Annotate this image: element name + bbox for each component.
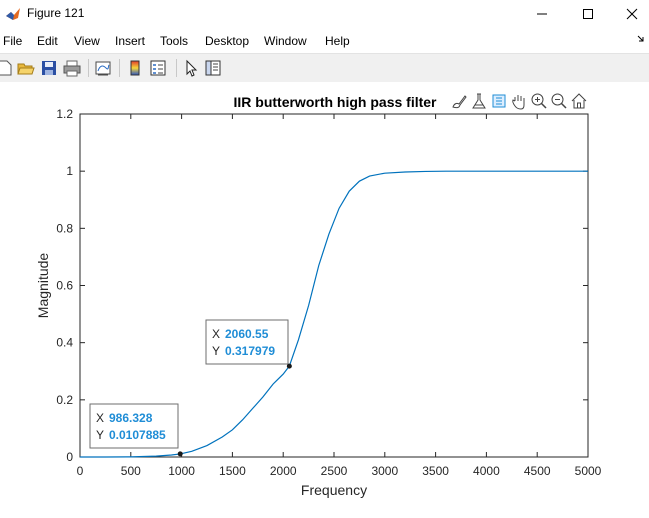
x-tick-label: 3500	[422, 464, 449, 478]
insert-colorbar-icon[interactable]	[126, 59, 144, 77]
matlab-logo-icon	[6, 8, 20, 20]
x-tick-label: 1500	[219, 464, 246, 478]
datatip-x-value: 986.328	[109, 411, 153, 425]
brush-icon[interactable]	[450, 92, 468, 110]
datatip-y-label: Y	[212, 344, 220, 358]
zoom-out-icon[interactable]	[550, 92, 568, 110]
x-tick-label: 2500	[321, 464, 348, 478]
menu-desktop[interactable]: Desktop	[205, 34, 250, 48]
datatip-y-value: 0.317979	[225, 344, 275, 358]
datatip-marker[interactable]	[177, 451, 183, 457]
menu-view[interactable]: View	[74, 34, 100, 48]
minimize-icon	[537, 13, 547, 15]
edit-plot-icon[interactable]	[182, 59, 200, 77]
property-inspector-icon[interactable]	[204, 59, 222, 77]
close-icon	[626, 8, 638, 20]
print-icon[interactable]	[63, 59, 81, 77]
x-tick-label: 0	[77, 464, 84, 478]
y-tick-label: 0.8	[56, 221, 73, 235]
x-tick-label: 5000	[575, 464, 602, 478]
datatip-marker[interactable]	[286, 363, 292, 369]
menu-help[interactable]: Help	[325, 34, 350, 48]
y-tick-label: 1	[66, 164, 73, 178]
axes-plot[interactable]: 0 500 1000 1500 2000 2500 3000 3500 4000 4500 5000…	[0, 82, 649, 518]
link-plot-icon[interactable]	[94, 59, 112, 77]
insert-legend-icon[interactable]	[149, 59, 167, 77]
new-figure-icon[interactable]	[0, 59, 14, 77]
export-icon[interactable]	[490, 92, 508, 110]
toolbar-separator	[176, 59, 177, 77]
datatip-x-label: X	[212, 327, 220, 341]
datatip-y-label: Y	[96, 428, 104, 442]
pan-icon[interactable]	[510, 92, 528, 110]
x-tick-label: 1000	[168, 464, 195, 478]
chart-title: IIR butterworth high pass filter	[233, 94, 437, 110]
minimize-button[interactable]	[519, 0, 565, 28]
x-tick-label: 500	[121, 464, 141, 478]
datatip-y-value: 0.0107885	[109, 428, 166, 442]
title-bar: Figure 121	[0, 0, 649, 28]
menu-tools[interactable]: Tools	[160, 34, 189, 48]
datatip-x-value: 2060.55	[225, 327, 269, 341]
data-tips-icon[interactable]	[470, 92, 488, 110]
zoom-in-icon[interactable]	[530, 92, 548, 110]
toolbar-separator	[88, 59, 89, 77]
y-tick-label: 0	[66, 450, 73, 464]
x-tick-label: 4000	[473, 464, 500, 478]
x-tick-label: 2000	[270, 464, 297, 478]
y-tick-label: 0.2	[56, 393, 73, 407]
menu-edit[interactable]: Edit	[37, 34, 58, 48]
menu-bar: File Edit View Insert Tools Desktop Wind…	[0, 31, 649, 51]
x-axis-label: Frequency	[301, 482, 367, 498]
datatip-x-label: X	[96, 411, 104, 425]
y-tick-label: 1.2	[56, 107, 73, 121]
save-icon[interactable]	[40, 59, 58, 77]
maximize-button[interactable]	[565, 0, 611, 28]
menu-window[interactable]: Window	[264, 34, 307, 48]
maximize-icon	[583, 9, 593, 19]
y-tick-label: 0.4	[56, 336, 73, 350]
x-tick-label: 3000	[371, 464, 398, 478]
window-title: Figure 121	[27, 6, 85, 20]
figure-toolbar	[0, 53, 649, 83]
menu-file[interactable]: File	[3, 34, 23, 48]
toolbar-separator	[119, 59, 120, 77]
y-tick-label: 0.6	[56, 279, 73, 293]
datatip-box[interactable]	[205, 319, 289, 365]
x-tick-label: 4500	[524, 464, 551, 478]
open-file-icon[interactable]	[17, 59, 35, 77]
menu-insert[interactable]: Insert	[115, 34, 146, 48]
datatip-box[interactable]	[89, 403, 179, 449]
home-icon[interactable]	[570, 92, 588, 110]
figure-area: 0 500 1000 1500 2000 2500 3000 3500 4000 4500 5000…	[0, 82, 649, 518]
menu-arrow-icon[interactable]	[637, 35, 645, 43]
close-button[interactable]	[609, 0, 649, 28]
y-axis-label: Magnitude	[35, 253, 51, 319]
